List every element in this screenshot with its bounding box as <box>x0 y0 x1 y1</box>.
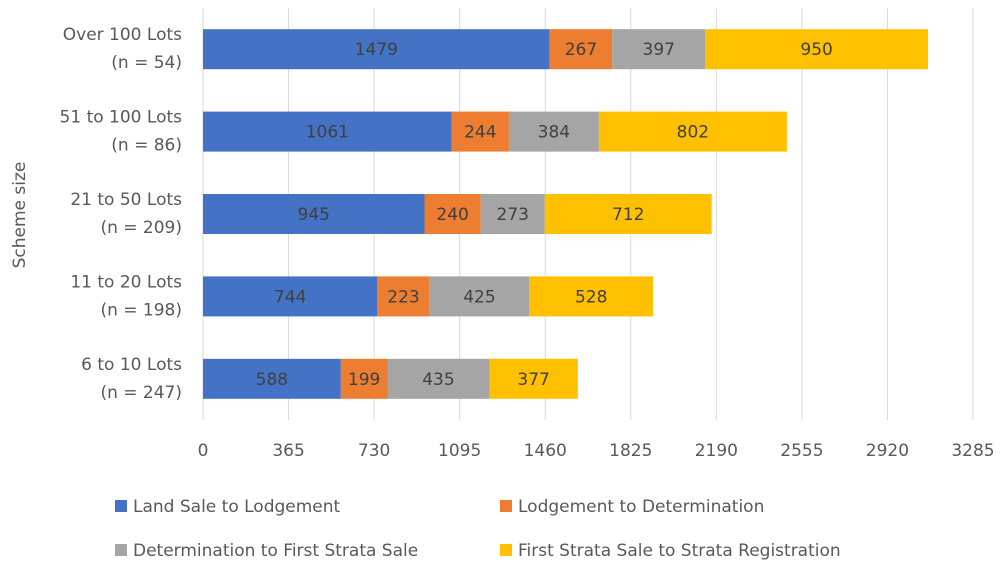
legend-label: Lodgement to Determination <box>518 497 764 517</box>
bar-segment <box>424 194 481 234</box>
bar-segment <box>429 276 530 317</box>
value-label: 377 <box>517 370 549 390</box>
bar-segment <box>508 111 599 152</box>
value-label: 223 <box>387 287 419 307</box>
y-tick-label: (n = 198) <box>100 300 182 320</box>
value-label: 588 <box>256 370 288 390</box>
bar-segment <box>489 358 578 399</box>
x-tick-label: 2190 <box>695 441 738 461</box>
y-tick-label: (n = 209) <box>100 218 182 238</box>
value-label: 244 <box>464 123 496 143</box>
value-label: 267 <box>565 40 597 60</box>
x-tick-label: 1095 <box>438 441 481 461</box>
bar-segment <box>377 276 430 317</box>
bar-segment <box>549 29 613 70</box>
value-label: 425 <box>463 287 495 307</box>
y-tick-label: 51 to 100 Lots <box>60 108 183 128</box>
legend-swatch <box>115 544 127 556</box>
y-tick-label: (n = 86) <box>111 136 182 156</box>
y-tick-label: Over 100 Lots <box>63 25 182 45</box>
legend-label: Land Sale to Lodgement <box>133 497 341 517</box>
bar-segment <box>203 276 378 317</box>
bar-segment <box>544 194 712 234</box>
legend-label: Determination to First Strata Sale <box>133 541 418 561</box>
value-label: 1061 <box>306 123 349 143</box>
x-tick-label: 365 <box>272 441 304 461</box>
bar-segment <box>203 111 452 152</box>
bar-segment <box>529 276 654 317</box>
bar-segment <box>387 358 490 399</box>
bar-segment <box>203 194 425 234</box>
legend-label: First Strata Sale to Strata Registration <box>518 541 841 561</box>
value-label: 397 <box>643 40 675 60</box>
x-tick-label: 0 <box>198 441 209 461</box>
legend-swatch <box>500 500 512 512</box>
value-label: 273 <box>497 205 529 225</box>
value-label: 528 <box>575 287 607 307</box>
y-tick-label: (n = 54) <box>111 53 182 73</box>
value-label: 744 <box>274 287 306 307</box>
value-label: 240 <box>436 205 468 225</box>
x-tick-label: 730 <box>358 441 390 461</box>
bar-segment <box>612 29 706 70</box>
bar-segment <box>203 29 550 70</box>
value-label: 950 <box>800 40 832 60</box>
legend-swatch <box>115 500 127 512</box>
x-tick-label: 2920 <box>866 441 909 461</box>
y-tick-label: 11 to 20 Lots <box>70 272 182 292</box>
value-label: 712 <box>612 205 644 225</box>
value-label: 199 <box>348 370 380 390</box>
y-tick-label: 6 to 10 Lots <box>81 355 182 375</box>
x-tick-label: 2555 <box>780 441 823 461</box>
x-tick-label: 1460 <box>524 441 567 461</box>
bar-segment <box>340 358 388 399</box>
bar-segment <box>480 194 545 234</box>
value-label: 1479 <box>355 40 398 60</box>
bar-segment <box>705 29 928 70</box>
x-tick-label: 3285 <box>951 441 994 461</box>
x-tick-label: 1825 <box>609 441 652 461</box>
value-label: 435 <box>422 370 454 390</box>
y-axis-label: Scheme size <box>10 162 30 269</box>
value-label: 945 <box>298 205 330 225</box>
bar-segment <box>451 111 509 152</box>
y-tick-label: 21 to 50 Lots <box>70 190 182 210</box>
y-tick-label: (n = 247) <box>100 383 182 403</box>
value-label: 384 <box>538 123 570 143</box>
bar-segment <box>598 111 787 152</box>
legend-swatch <box>500 544 512 556</box>
bar-segment <box>203 358 341 399</box>
value-label: 802 <box>677 123 709 143</box>
